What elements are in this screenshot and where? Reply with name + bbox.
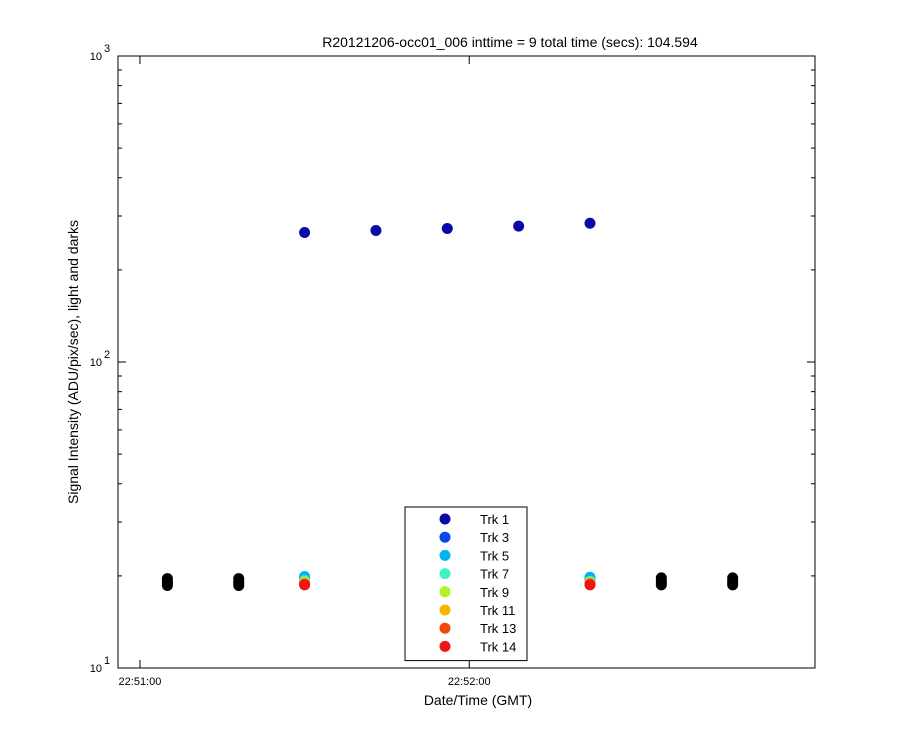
trk-1-point [584, 217, 596, 229]
trk-1-point [299, 226, 311, 238]
x-axis-label: Date/Time (GMT) [424, 692, 532, 708]
legend-label-trk-14: Trk 14 [480, 639, 516, 654]
trk-1-point [370, 224, 382, 236]
trk-1-point [513, 220, 525, 232]
legend-marker-trk-11 [439, 604, 451, 616]
legend: Trk 1 Trk 3 Trk 5 Trk 7 Trk 9 Trk 11 Trk 13 Trk… [404, 506, 528, 662]
trk-1-point [441, 223, 453, 235]
legend-label-trk-9: Trk 9 [480, 585, 509, 600]
dark-frame-point [233, 580, 245, 592]
legend-marker-trk-9 [439, 586, 451, 598]
dark-frame-point [655, 579, 667, 591]
legend-marker-trk-13 [439, 622, 451, 634]
y-tick-exponent: 3 [104, 43, 110, 55]
legend-label-trk-11: Trk 11 [480, 603, 515, 618]
legend-label-trk-13: Trk 13 [480, 621, 516, 636]
y-tick-exponent: 2 [104, 349, 110, 361]
trk-14-point [299, 579, 311, 591]
legend-label-trk-5: Trk 5 [480, 548, 509, 563]
y-tick-label: 10 [90, 51, 102, 63]
legend-marker-trk-3 [439, 531, 451, 543]
y-tick-exponent: 1 [104, 655, 110, 667]
x-tick-label: 22:51:00 [119, 676, 162, 688]
legend-marker-trk-7 [439, 568, 451, 580]
trk-14-point [584, 579, 596, 591]
legend-marker-trk-5 [439, 549, 451, 561]
legend-box [404, 506, 528, 662]
legend-label-trk-3: Trk 3 [480, 530, 509, 545]
dark-frame-point [161, 580, 173, 592]
legend-label-trk-1: Trk 1 [480, 512, 509, 527]
chart-title: R20121206-occ01_006 inttime = 9 total ti… [322, 34, 698, 50]
y-tick-label: 10 [90, 357, 102, 369]
y-axis-label: Signal Intensity (ADU/pix/sec), light an… [65, 220, 81, 504]
legend-marker-trk-1 [439, 513, 451, 525]
legend-label-trk-7: Trk 7 [480, 567, 509, 582]
x-tick-label: 22:52:00 [448, 676, 491, 688]
dark-frame-point [727, 579, 739, 591]
legend-marker-trk-14 [439, 640, 451, 652]
y-tick-label: 10 [90, 663, 102, 675]
